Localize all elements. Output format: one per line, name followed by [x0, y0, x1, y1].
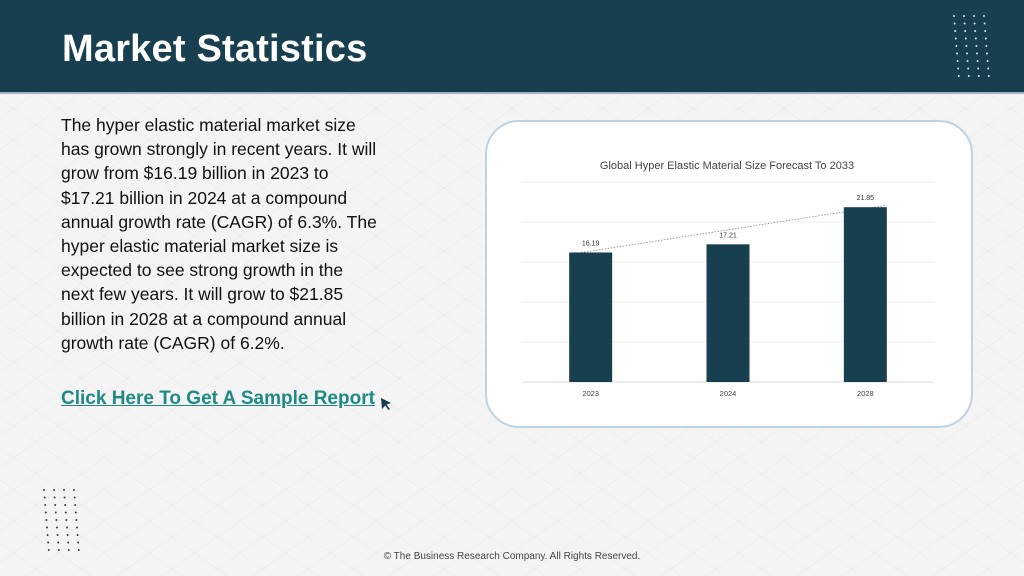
decor-dot — [963, 22, 966, 25]
decor-dot — [73, 489, 75, 491]
decor-dot — [45, 519, 48, 521]
decor-dot — [966, 60, 969, 62]
decor-dot — [984, 30, 987, 32]
decor-dot — [75, 519, 78, 521]
decor-dot — [53, 496, 56, 499]
decor-dot — [987, 75, 990, 77]
decor-dot — [64, 511, 67, 514]
x-tick-2024: 2024 — [720, 389, 737, 398]
decor-dot — [44, 511, 47, 514]
decor-dot — [47, 541, 50, 544]
data-label-2024: 17.21 — [719, 232, 737, 239]
decor-dot — [977, 67, 980, 70]
decor-dot — [63, 496, 66, 499]
decor-dot — [54, 511, 57, 514]
decor-dot — [77, 541, 80, 544]
decor-dot — [65, 519, 68, 521]
decor-dot — [986, 52, 988, 55]
bar-chart: Global Hyper Elastic Material Size Forec… — [522, 160, 934, 398]
decor-dot — [953, 22, 956, 25]
decor-dot — [975, 45, 978, 47]
decor-dot — [47, 549, 50, 551]
decor-dot — [55, 519, 58, 521]
data-label-2028: 21.85 — [857, 195, 875, 202]
chart-bars — [569, 207, 887, 382]
decor-dot — [67, 541, 70, 544]
decor-dot — [956, 60, 959, 62]
decor-dot — [987, 67, 990, 70]
page-title: Market Statistics — [62, 28, 368, 70]
decor-dot — [973, 15, 975, 17]
chart-card: Global Hyper Elastic Material Size Forec… — [485, 120, 973, 428]
decor-dot — [77, 549, 80, 551]
decor-dot — [984, 37, 987, 40]
decor-dot — [954, 37, 957, 40]
decor-dot — [957, 75, 960, 77]
decor-dot — [57, 549, 60, 551]
bar-2024 — [706, 244, 750, 382]
decor-dot — [966, 52, 968, 55]
decor-dot — [974, 37, 977, 40]
decor-dot — [967, 75, 970, 77]
sample-report-link[interactable]: Click Here To Get A Sample Report — [61, 388, 375, 409]
bar-2028 — [843, 207, 887, 382]
bar-2023 — [569, 252, 613, 382]
decor-dot — [74, 504, 77, 506]
decor-dot — [985, 45, 988, 47]
x-tick-2028: 2028 — [857, 389, 874, 398]
decor-dot — [974, 30, 977, 32]
decor-dot — [76, 534, 79, 536]
decor-dot — [56, 526, 58, 529]
dot-grid-icon — [43, 489, 80, 551]
decor-dot — [983, 22, 986, 25]
decor-dot — [967, 67, 970, 70]
decor-dot — [964, 30, 967, 32]
decor-dot — [964, 37, 967, 40]
data-label-2023: 16.19 — [582, 240, 600, 247]
header-bar: Market Statistics — [0, 0, 1024, 94]
chart-title: Global Hyper Elastic Material Size Forec… — [600, 160, 854, 172]
dot-grid-icon — [953, 15, 990, 77]
decor-dot — [67, 549, 70, 551]
x-tick-2023: 2023 — [582, 389, 599, 398]
decor-dot — [957, 67, 960, 70]
chart-trendline — [569, 204, 887, 255]
cursor-arrow-icon — [381, 398, 391, 410]
decor-dot — [74, 511, 77, 514]
decor-dot — [963, 15, 965, 17]
decor-dot — [965, 45, 968, 47]
decor-dot — [46, 526, 48, 529]
trendline — [569, 204, 887, 255]
decor-dot — [53, 489, 55, 491]
market-description: The hyper elastic material market size h… — [61, 115, 377, 353]
decor-dot — [955, 45, 958, 47]
decor-dot — [57, 541, 60, 544]
decor-dot — [976, 52, 978, 55]
decor-dot — [44, 504, 47, 506]
decor-dot — [986, 60, 989, 62]
decor-dot — [43, 496, 46, 499]
decor-dot — [953, 15, 955, 17]
decor-dot — [76, 526, 78, 529]
decor-dot — [46, 534, 49, 536]
chart-data-labels: 16.19 17.21 21.85 — [582, 195, 874, 247]
decor-dot — [54, 504, 57, 506]
decor-dot — [956, 52, 958, 55]
decor-dot — [43, 489, 45, 491]
decor-dot — [56, 534, 59, 536]
decor-dot — [954, 30, 957, 32]
decor-dot — [973, 22, 976, 25]
decor-dot — [983, 15, 985, 17]
decor-dot — [977, 75, 980, 77]
decor-dot — [66, 534, 69, 536]
footer-copyright: © The Business Research Company. All Rig… — [383, 551, 641, 562]
chart-x-axis: 2023 2024 2028 — [582, 389, 873, 398]
decor-dot — [66, 526, 68, 529]
decor-dot — [73, 496, 76, 499]
decor-dot — [64, 504, 67, 506]
decor-dot — [976, 60, 979, 62]
decor-dot — [63, 489, 65, 491]
